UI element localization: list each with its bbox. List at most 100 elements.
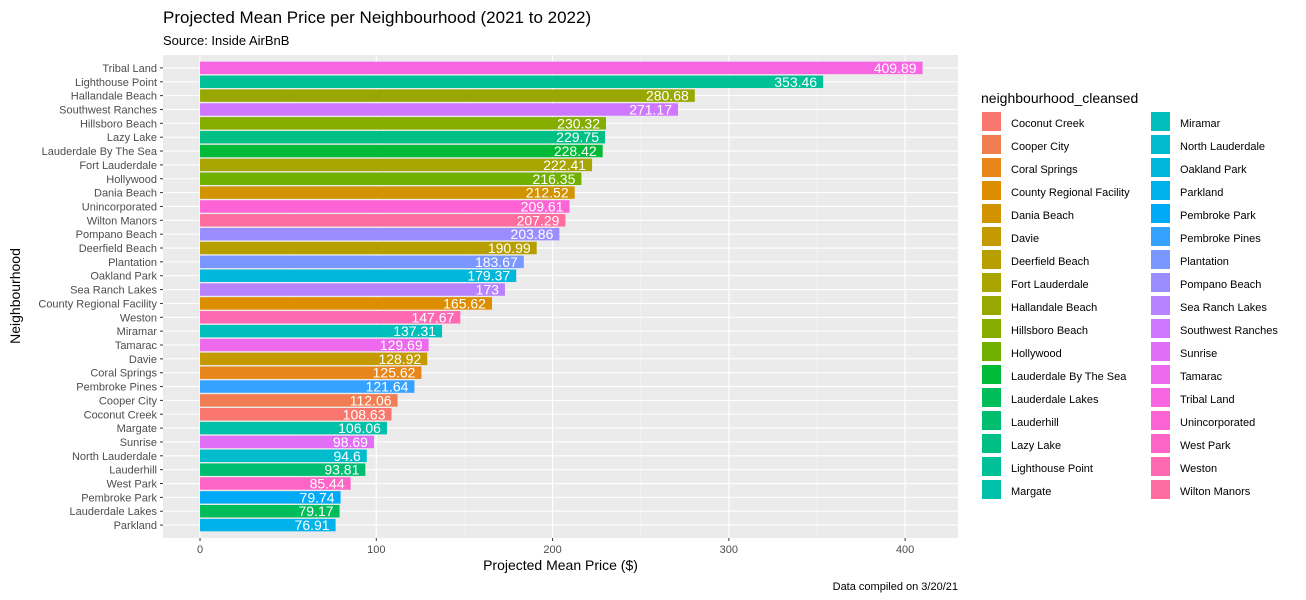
y-tick-label: Lauderdale Lakes <box>70 506 158 518</box>
x-tick-label: 100 <box>367 544 385 556</box>
y-tick-label: Pompano Beach <box>76 229 157 241</box>
legend-label: Hollywood <box>1011 348 1062 360</box>
legend-label: Tamarac <box>1180 371 1223 383</box>
bar <box>200 117 607 130</box>
y-tick-label: Deerfield Beach <box>79 243 157 255</box>
legend-swatch <box>1150 272 1171 293</box>
legend-label: Lauderdale By The Sea <box>1011 371 1127 383</box>
bar <box>200 311 461 324</box>
bar-value-label: 203.86 <box>511 226 554 242</box>
bar-value-label: 137.31 <box>393 323 436 339</box>
legend-label: Fort Lauderdale <box>1011 279 1089 291</box>
y-tick-label: Lauderdale By The Sea <box>42 146 158 158</box>
legend-label: Hallandale Beach <box>1011 302 1097 314</box>
y-tick-label: Lauderhill <box>109 465 157 477</box>
legend-label: County Regional Facility <box>1011 187 1130 199</box>
legend-swatch <box>981 157 1002 178</box>
bar <box>200 380 415 393</box>
legend-label: Coral Springs <box>1011 164 1078 176</box>
legend-swatch <box>981 134 1002 155</box>
x-tick-label: 400 <box>896 544 914 556</box>
y-tick-label: Coral Springs <box>90 368 157 380</box>
legend-swatch <box>1150 479 1171 500</box>
bar <box>200 214 566 227</box>
legend-label: Deerfield Beach <box>1011 256 1089 268</box>
legend-label: Dania Beach <box>1011 210 1074 222</box>
legend-title: neighbourhood_cleansed <box>981 90 1138 106</box>
legend-label: Lighthouse Point <box>1011 463 1093 475</box>
y-tick-label: Miramar <box>117 326 158 338</box>
bar-value-label: 228.42 <box>554 143 597 159</box>
bar <box>200 283 505 296</box>
bar <box>200 338 429 352</box>
bar <box>200 463 366 476</box>
legend-swatch <box>981 341 1002 362</box>
y-tick-label: Southwest Ranches <box>59 104 157 116</box>
y-tick-label: Pembroke Park <box>81 492 157 504</box>
legend-label: Cooper City <box>1011 141 1070 153</box>
bar <box>200 518 336 532</box>
bar <box>200 435 374 449</box>
bar-value-label: 229.75 <box>556 129 599 145</box>
bar <box>200 75 824 89</box>
legend-label: Southwest Ranches <box>1180 325 1278 337</box>
legend-swatch <box>981 111 1002 132</box>
bar <box>200 200 570 213</box>
bar-value-label: 85.44 <box>310 476 345 492</box>
y-tick-label: Hillsboro Beach <box>80 118 157 130</box>
bar-value-label: 112.06 <box>350 392 392 408</box>
bar-value-label: 271.17 <box>629 101 672 117</box>
bar <box>200 394 398 407</box>
y-tick-label: West Park <box>106 479 157 491</box>
y-tick-label: North Lauderdale <box>72 451 157 463</box>
legend-label: Lauderdale Lakes <box>1011 394 1099 406</box>
legend-swatch <box>1150 203 1171 224</box>
legend-swatch <box>1150 364 1171 385</box>
y-tick-label: Cooper City <box>99 395 158 407</box>
legend-label: Margate <box>1011 486 1051 498</box>
bar-value-label: 209.61 <box>521 198 564 214</box>
bar-value-label: 165.62 <box>443 295 486 311</box>
bar <box>200 172 582 185</box>
legend-swatch <box>1150 249 1171 270</box>
chart-title: Projected Mean Price per Neighbourhood (… <box>163 8 591 27</box>
legend-label: Unincorporated <box>1180 417 1255 429</box>
legend-swatch <box>981 226 1002 247</box>
legend-label: Wilton Manors <box>1180 486 1251 498</box>
bar-value-label: 94.6 <box>334 448 361 464</box>
bar <box>200 103 679 116</box>
legend-label: West Park <box>1180 440 1231 452</box>
y-tick-label: Wilton Manors <box>87 215 158 227</box>
legend-swatch <box>1150 226 1171 247</box>
bar <box>200 297 492 310</box>
x-axis: 0 100 200 300 400 <box>197 538 914 556</box>
bar <box>200 421 387 435</box>
bar <box>200 144 603 158</box>
legend-swatch <box>981 249 1002 270</box>
y-tick-label: Tamarac <box>115 340 158 352</box>
bar <box>200 366 422 379</box>
bar-value-label: 216.35 <box>533 171 576 187</box>
legend-swatch <box>1150 157 1171 178</box>
y-tick-label: Tribal Land <box>102 63 157 75</box>
legend-label: Coconut Creek <box>1011 118 1085 130</box>
bar <box>200 504 340 518</box>
legend-swatch <box>981 433 1002 454</box>
bar-value-label: 190.99 <box>488 240 531 256</box>
bar-value-label: 93.81 <box>324 462 359 478</box>
y-axis: Tribal Land Lighthouse Point Hallandale Be… <box>38 63 163 532</box>
bar <box>200 255 524 269</box>
legend-label: Weston <box>1180 463 1217 475</box>
bar-value-label: 106.06 <box>338 420 381 436</box>
x-tick-label: 0 <box>197 544 203 556</box>
bar-value-label: 121.64 <box>366 379 409 395</box>
legend-label: Plantation <box>1180 256 1229 268</box>
legend-swatch <box>1150 410 1171 431</box>
legend-swatch <box>1150 318 1171 339</box>
legend-label: Pompano Beach <box>1180 279 1261 291</box>
legend-swatch <box>981 180 1002 201</box>
legend-label: Sea Ranch Lakes <box>1180 302 1267 314</box>
bar-value-label: 79.17 <box>299 503 334 519</box>
legend-swatch <box>981 410 1002 431</box>
y-tick-label: Hallandale Beach <box>71 91 157 103</box>
